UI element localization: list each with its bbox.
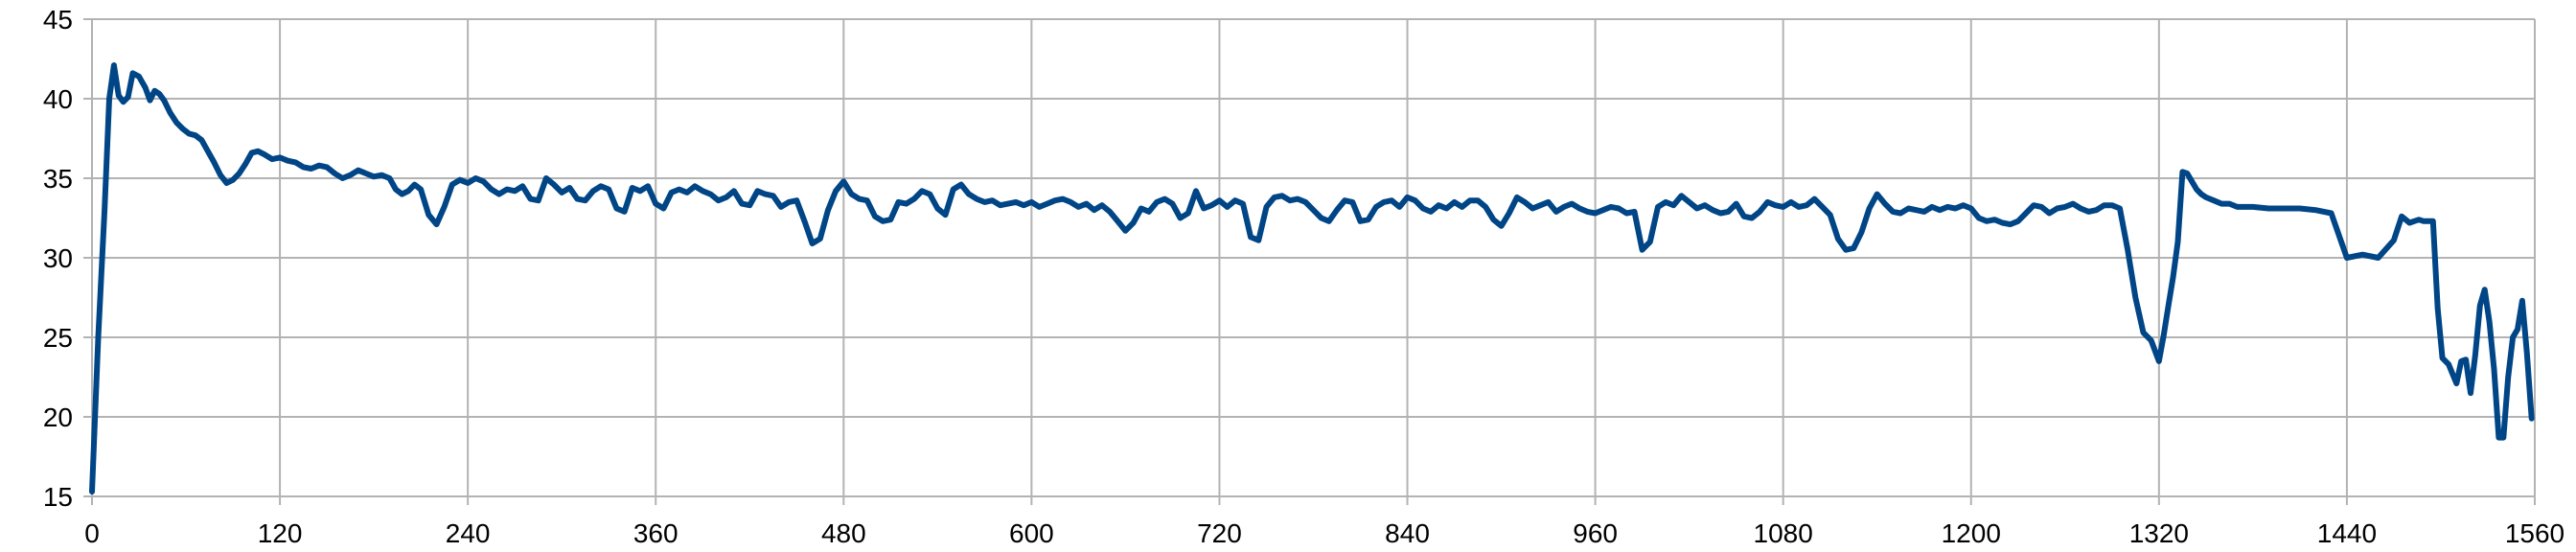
x-tick-label: 1560 [2505, 518, 2564, 548]
y-tick-label: 20 [43, 402, 73, 432]
x-tick-label: 0 [84, 518, 100, 548]
y-tick-label: 25 [43, 323, 73, 353]
x-tick-label: 120 [258, 518, 303, 548]
x-tick-label: 1440 [2317, 518, 2377, 548]
x-tick-label: 480 [821, 518, 866, 548]
y-gridlines [83, 18, 2535, 497]
x-tick-label: 1200 [1942, 518, 2001, 548]
x-tick-label: 720 [1197, 518, 1242, 548]
x-tick-label: 840 [1385, 518, 1430, 548]
y-tick-label: 15 [43, 482, 73, 512]
x-tick-label: 240 [446, 518, 491, 548]
y-tick-label: 35 [43, 164, 73, 194]
x-tick-label: 600 [1009, 518, 1054, 548]
y-tick-labels: 15 20 25 30 35 40 45 [43, 5, 73, 512]
x-tick-label: 960 [1573, 518, 1618, 548]
x-tick-labels: 0 120 240 360 480 600 720 840 960 1080 1200 1320 144… [84, 518, 2564, 548]
y-tick-label: 30 [43, 243, 73, 273]
x-tick-label: 360 [633, 518, 678, 548]
y-tick-label: 40 [43, 84, 73, 114]
series-line [89, 62, 2535, 494]
x-tick-label: 1080 [1754, 518, 1813, 548]
x-gridlines [91, 19, 2536, 505]
y-tick-label: 45 [43, 5, 73, 34]
x-tick-label: 1320 [2129, 518, 2189, 548]
